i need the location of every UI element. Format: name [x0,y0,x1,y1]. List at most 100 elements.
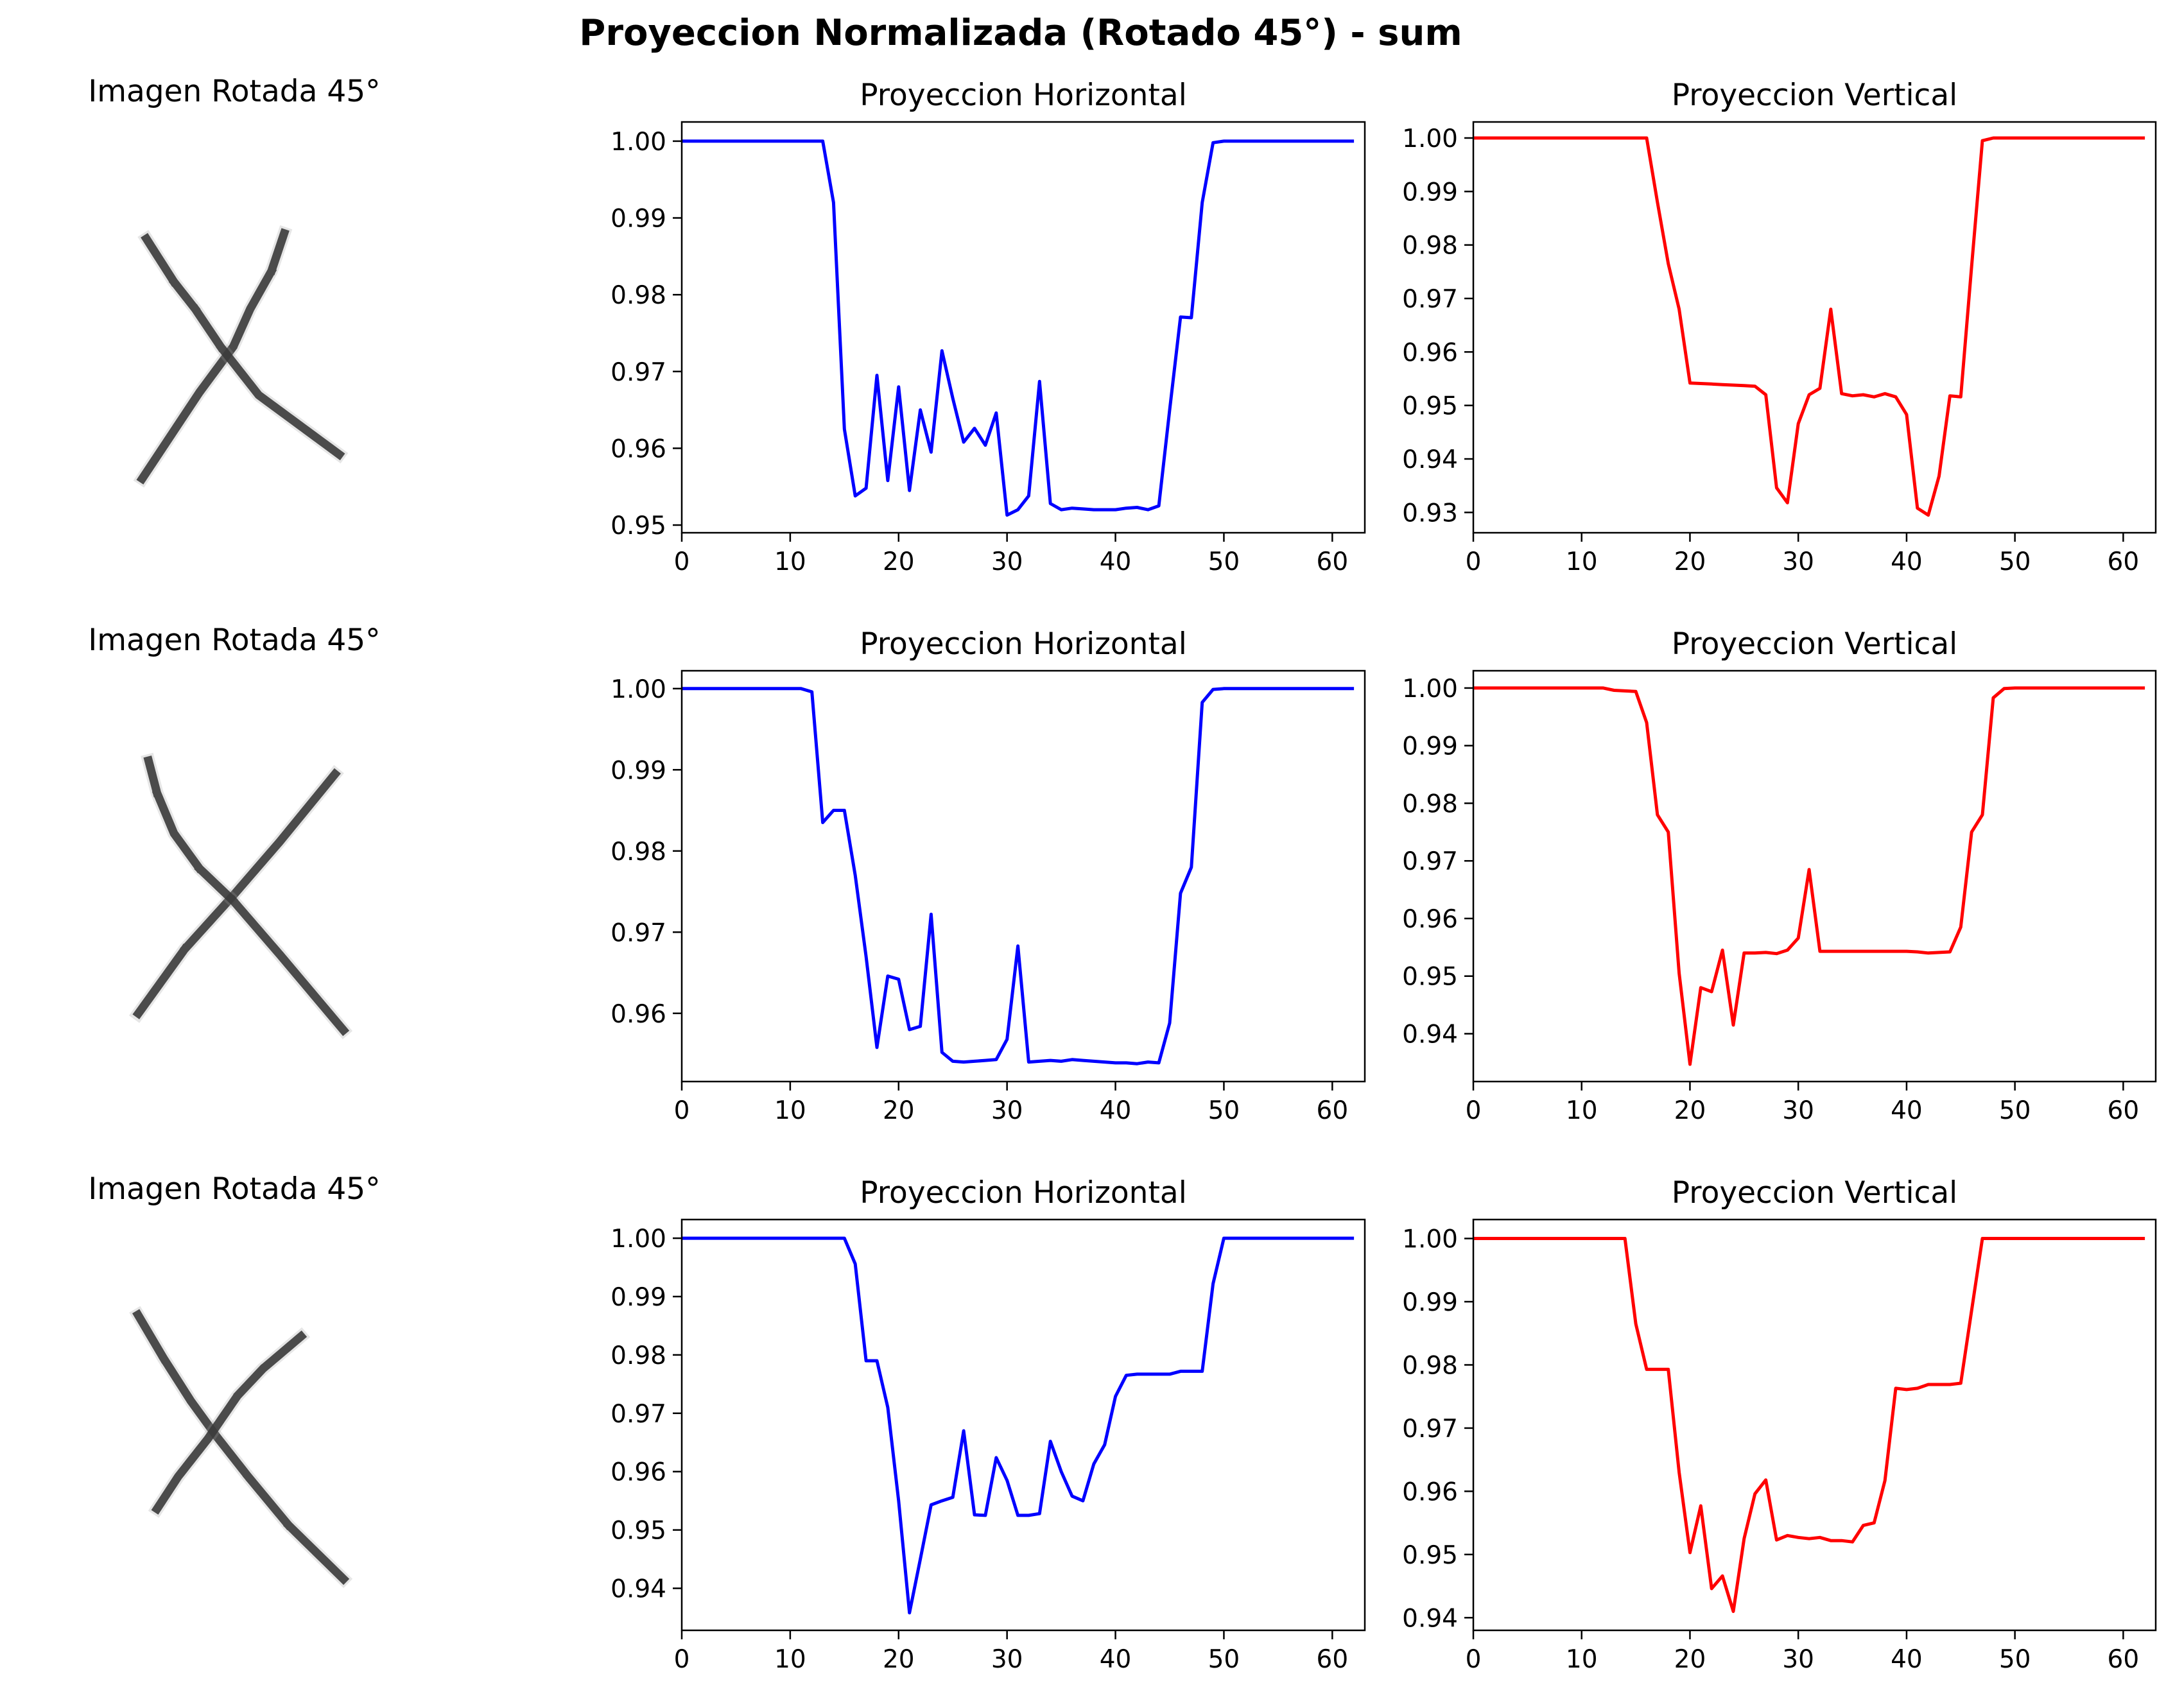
x-tick-label: 0 [1466,1645,1482,1674]
y-tick-label: 0.94 [1402,1604,1458,1633]
horizontal-projection-chart: Proyeccion Horizontal 0 10 20 30 40 50 60 0.95 0.… [611,78,1366,576]
x-tick-label: 0 [674,1645,690,1674]
x-tick-label: 60 [1317,1645,1349,1674]
y-tick-label: 1.00 [1402,1225,1458,1254]
horizontal-projection-chart: Proyeccion Horizontal 0 10 20 30 40 50 60 0.96 0.… [611,626,1366,1125]
y-tick-label: 0.98 [1402,789,1458,818]
y-tick-label: 0.95 [1402,963,1458,992]
x-tick-label: 40 [1100,548,1132,576]
y-tick-label: 1.00 [611,675,666,704]
x-tick-label: 10 [1566,1645,1598,1674]
series-line [682,687,1355,1065]
x-tick-label: 20 [1674,1096,1706,1125]
y-tick-label: 0.95 [611,512,666,540]
chart-title: Proyeccion Vertical [1672,626,1957,662]
x-tick-label: 10 [774,548,806,576]
y-tick-label: 0.97 [1402,847,1458,876]
x-tick-label: 30 [1782,548,1814,576]
x-tick-label: 20 [1674,1645,1706,1674]
y-tick-label: 0.97 [611,358,666,387]
x-tick-label: 40 [1891,548,1923,576]
y-tick-label: 0.97 [1402,1415,1458,1444]
digit-stroke-1 [141,233,345,461]
x-tick-label: 0 [1466,548,1482,576]
digit-stroke-1 [151,1330,308,1515]
y-tick-label: 0.97 [1402,285,1458,314]
x-tick-label: 10 [1566,1096,1598,1125]
y-tick-label: 0.95 [611,1517,666,1546]
x-tick-label: 20 [1674,548,1706,576]
y-tick-label: 0.96 [1402,905,1458,934]
series-line [1473,686,2145,1066]
y-tick-label: 0.96 [611,1458,666,1487]
y-tick-label: 0.99 [1402,178,1458,207]
y-tick-label: 0.99 [1402,732,1458,761]
chart-title: Proyeccion Vertical [1672,1175,1957,1211]
y-tick-label: 0.99 [1402,1288,1458,1317]
digit-stroke-shadow-0 [133,225,293,488]
x-tick-label: 40 [1100,1645,1132,1674]
x-tick-label: 50 [1208,1645,1240,1674]
series-line [682,139,1355,517]
axes-frame [1472,121,2157,534]
axes-frame [680,1218,1366,1632]
x-tick-label: 10 [774,1096,806,1125]
x-tick-label: 0 [1466,1096,1482,1125]
y-tick-label: 0.94 [611,1575,666,1604]
x-tick-label: 0 [674,1096,690,1125]
y-tick-label: 0.96 [611,435,666,463]
x-tick-label: 30 [991,1096,1023,1125]
axes-frame [1472,669,2157,1083]
axes-frame [680,669,1366,1083]
x-tick-label: 60 [2108,1645,2140,1674]
y-tick-label: 0.99 [611,205,666,234]
y-tick-label: 0.95 [1402,1541,1458,1570]
x-tick-label: 30 [991,548,1023,576]
x-tick-label: 0 [674,548,690,576]
y-tick-label: 0.95 [1402,392,1458,421]
series-line [682,1236,1355,1615]
x-tick-label: 10 [774,1645,806,1674]
y-tick-label: 1.00 [1402,125,1458,153]
digit-stroke-shadow-1 [137,230,349,463]
chart-title: Proyeccion Horizontal [860,1175,1187,1211]
y-tick-label: 1.00 [1402,675,1458,703]
digit-stroke-0 [136,228,290,485]
x-tick-label: 30 [1782,1096,1814,1125]
vertical-projection-chart: Proyeccion Vertical 0 10 20 30 40 50 60 0.94 0.95… [1402,626,2157,1125]
image-panel-title: Imagen Rotada 45° [88,74,380,109]
y-tick-label: 0.97 [611,919,666,947]
digit-stroke-0 [132,1309,350,1585]
x-tick-label: 40 [1100,1096,1132,1125]
x-tick-label: 30 [1782,1645,1814,1674]
y-tick-label: 0.98 [611,281,666,310]
x-tick-label: 50 [1999,548,2031,576]
row-2: Imagen Rotada 45° Proyeccion Horizontal 0 1… [88,1171,2157,1674]
chart-title: Proyeccion Vertical [1672,78,1957,113]
y-tick-label: 0.98 [1402,1351,1458,1380]
x-tick-label: 50 [1208,1096,1240,1125]
x-tick-label: 60 [1317,548,1349,576]
x-tick-label: 50 [1999,1096,2031,1125]
y-tick-label: 1.00 [611,128,666,157]
x-tick-label: 40 [1891,1645,1923,1674]
panels: Imagen Rotada 45° Proyeccion Horizontal 0 1… [88,74,2157,1674]
vertical-projection-chart: Proyeccion Vertical 0 10 20 30 40 50 60 0.93 0.94… [1402,78,2157,576]
axes-frame [1472,1218,2157,1632]
x-tick-label: 50 [1999,1645,2031,1674]
y-tick-label: 0.94 [1402,1020,1458,1049]
y-tick-label: 0.96 [1402,1478,1458,1506]
y-tick-label: 0.96 [1402,338,1458,367]
x-tick-label: 60 [1317,1096,1349,1125]
y-tick-label: 0.98 [1402,232,1458,261]
series-line [1473,136,2145,517]
y-tick-label: 0.96 [611,1000,666,1029]
figure-title: Proyeccion Normalizada (Rotado 45°) - su… [579,12,1462,54]
image-panel-title: Imagen Rotada 45° [88,623,380,658]
digit-stroke-shadow-1 [141,752,353,1040]
x-tick-label: 40 [1891,1096,1923,1125]
y-tick-label: 1.00 [611,1225,666,1254]
row-1: Imagen Rotada 45° Proyeccion Horizontal 0 1… [88,623,2157,1125]
image-panel-title: Imagen Rotada 45° [88,1171,380,1207]
x-tick-label: 30 [991,1645,1023,1674]
